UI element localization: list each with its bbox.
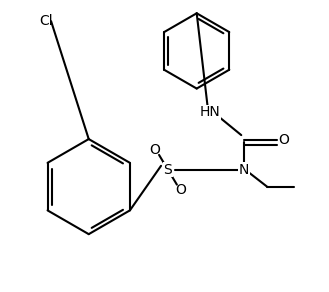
- Text: HN: HN: [199, 105, 220, 119]
- Text: N: N: [239, 163, 249, 177]
- Text: O: O: [150, 143, 161, 157]
- Text: O: O: [278, 133, 289, 147]
- Text: Cl: Cl: [39, 14, 53, 28]
- Text: S: S: [164, 163, 172, 177]
- Text: O: O: [175, 182, 186, 197]
